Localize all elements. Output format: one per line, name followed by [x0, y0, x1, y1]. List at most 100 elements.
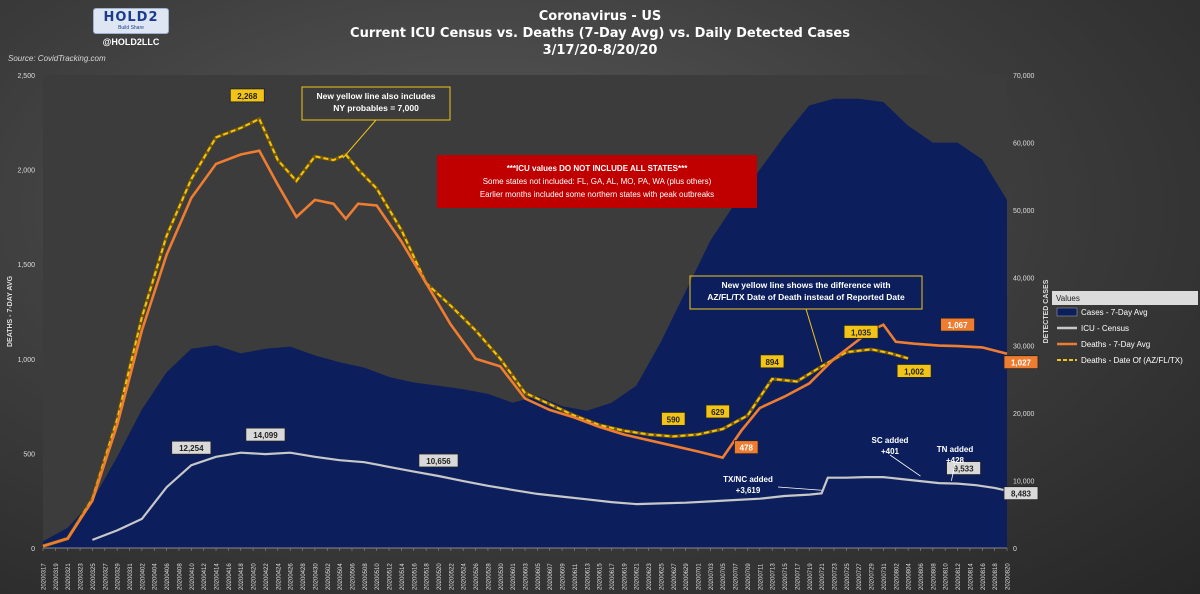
- x-tick-label: 20200506: [350, 563, 356, 590]
- icu-census-line: [92, 451, 1008, 541]
- x-tick-label: 20200701: [697, 563, 703, 590]
- deaths-date-of-data-label-box: [759, 354, 785, 369]
- x-tick-label: 20200615: [598, 563, 604, 590]
- x-tick-label: 20200818: [993, 563, 999, 590]
- x-tick-label: 20200709: [746, 563, 752, 590]
- x-tick-label: 20200526: [474, 563, 480, 590]
- x-tick-label: 20200816: [981, 563, 987, 590]
- deaths-date-of-data-label: 629: [711, 408, 725, 417]
- icu-data-label-box: [1003, 486, 1039, 501]
- icu-annotation-pointer: [889, 454, 921, 477]
- icu-annotation-text: TN added: [937, 445, 974, 454]
- x-tick-label: 20200621: [635, 563, 641, 590]
- logo-subtext: Build Share: [118, 25, 144, 31]
- y-right-tick-label: 70,000: [1013, 73, 1035, 80]
- x-tick-label: 20200611: [573, 563, 579, 590]
- icu-annotation-pointer: [950, 463, 956, 481]
- x-tick-label: 20200627: [672, 563, 678, 590]
- legend-entry-label: Deaths - 7-Day Avg: [1081, 340, 1150, 349]
- x-tick-label: 20200725: [845, 563, 851, 590]
- x-tick-label: 20200319: [54, 563, 60, 590]
- y-left-tick-label: 1,500: [17, 262, 35, 269]
- icu-data-label: 9,533: [954, 465, 975, 474]
- icu-data-label: 8,483: [1011, 490, 1032, 499]
- x-tick-label: 20200422: [264, 563, 270, 590]
- title-line-3: 3/17/20-8/20/20: [542, 43, 658, 58]
- x-tick-label: 20200410: [190, 563, 196, 590]
- x-tick-label: 20200502: [326, 563, 332, 590]
- logo-handle: @HOLD2LLC: [102, 37, 160, 47]
- legend-title: Values: [1056, 294, 1080, 303]
- note-icu-warning-text: ***ICU values DO NOT INCLUDE ALL STATES*…: [507, 164, 689, 173]
- x-tick-label: 20200703: [709, 563, 715, 590]
- icu-annotation-text: +3,619: [736, 486, 761, 495]
- y-right-tick-label: 30,000: [1013, 343, 1035, 350]
- y-right-tick-label: 60,000: [1013, 141, 1035, 148]
- x-tick-label: 20200623: [647, 563, 653, 590]
- icu-annotation-pointer: [777, 486, 822, 491]
- x-tick-label: 20200605: [536, 563, 542, 590]
- x-tick-label: 20200617: [610, 563, 616, 590]
- deaths-date-of-data-label-box: [229, 88, 265, 103]
- note-icu-warning-text: Some states not included: FL, GA, AL, MO…: [483, 177, 712, 186]
- x-tick-label: 20200820: [1006, 563, 1012, 590]
- x-tick-label: 20200609: [561, 563, 567, 590]
- y-left-tick-label: 1,000: [17, 357, 35, 364]
- x-tick-label: 20200428: [301, 563, 307, 590]
- x-tick-label: 20200321: [66, 563, 72, 590]
- x-tick-label: 20200711: [758, 563, 764, 590]
- icu-data-label: 14,099: [253, 431, 278, 440]
- x-tick-label: 20200329: [116, 563, 122, 590]
- y-left-tick-label: 2,500: [17, 73, 35, 80]
- x-tick-label: 20200731: [882, 563, 888, 590]
- x-tick-label: 20200406: [165, 563, 171, 590]
- y-left-tick-label: 2,000: [17, 168, 35, 175]
- x-tick-label: 20200804: [907, 563, 913, 590]
- x-tick-label: 20200512: [388, 563, 394, 590]
- x-tick-label: 20200721: [820, 563, 826, 590]
- x-tick-label: 20200416: [227, 563, 233, 590]
- x-tick-label: 20200412: [202, 563, 208, 590]
- x-tick-label: 20200613: [585, 563, 591, 590]
- x-tick-label: 20200510: [375, 563, 381, 590]
- note-icu-warning-box: [437, 155, 757, 208]
- x-tick-label: 20200420: [252, 563, 258, 590]
- x-tick-label: 20200707: [734, 563, 740, 590]
- icu-data-label-box: [418, 453, 459, 468]
- x-tick-label: 20200810: [944, 563, 950, 590]
- x-tick-label: 20200719: [808, 563, 814, 590]
- note-ny-probables-text: NY probables = 7,000: [333, 103, 419, 113]
- y-right-tick-label: 0: [1013, 546, 1017, 553]
- x-tick-label: 20200522: [449, 563, 455, 590]
- x-tick-label: 20200323: [79, 563, 85, 590]
- x-tick-label: 20200418: [239, 563, 245, 590]
- x-tick-label: 20200408: [177, 563, 183, 590]
- x-tick-label: 20200715: [783, 563, 789, 590]
- icu-data-label: 12,254: [179, 444, 204, 453]
- x-tick-label: 20200625: [659, 563, 665, 590]
- x-tick-label: 20200713: [771, 563, 777, 590]
- note-icu-warning-text: Earlier months included some northern st…: [480, 190, 714, 199]
- icu-data-label-box: [171, 440, 212, 455]
- legend-entry-label: Cases - 7-Day Avg: [1081, 308, 1148, 317]
- deaths-data-label-box: [1003, 355, 1039, 370]
- deaths-date-of-data-label: 1,035: [851, 328, 872, 337]
- note-ny-probables-pointer: [342, 119, 377, 159]
- x-tick-label: 20200806: [919, 563, 925, 590]
- x-tick-label: 20200508: [363, 563, 369, 590]
- deaths-data-label: 478: [740, 444, 754, 453]
- x-tick-label: 20200607: [548, 563, 554, 590]
- y-left-tick-label: 500: [23, 451, 35, 458]
- x-tick-label: 20200629: [684, 563, 690, 590]
- y-right-tick-label: 40,000: [1013, 276, 1035, 283]
- icu-data-label-box: [245, 427, 286, 442]
- x-tick-label: 20200528: [486, 563, 492, 590]
- icu-annotation-text: SC added: [872, 436, 909, 445]
- x-tick-label: 20200414: [215, 563, 221, 590]
- deaths-date-of-data-label-box: [843, 324, 879, 339]
- x-tick-label: 20200727: [857, 563, 863, 590]
- deaths-data-label: 1,027: [1011, 359, 1032, 368]
- x-tick-label: 20200729: [870, 563, 876, 590]
- legend-title-bar: [1052, 291, 1198, 305]
- legend-entry-label: Deaths - Date Of (AZ/FL/TX): [1081, 356, 1183, 365]
